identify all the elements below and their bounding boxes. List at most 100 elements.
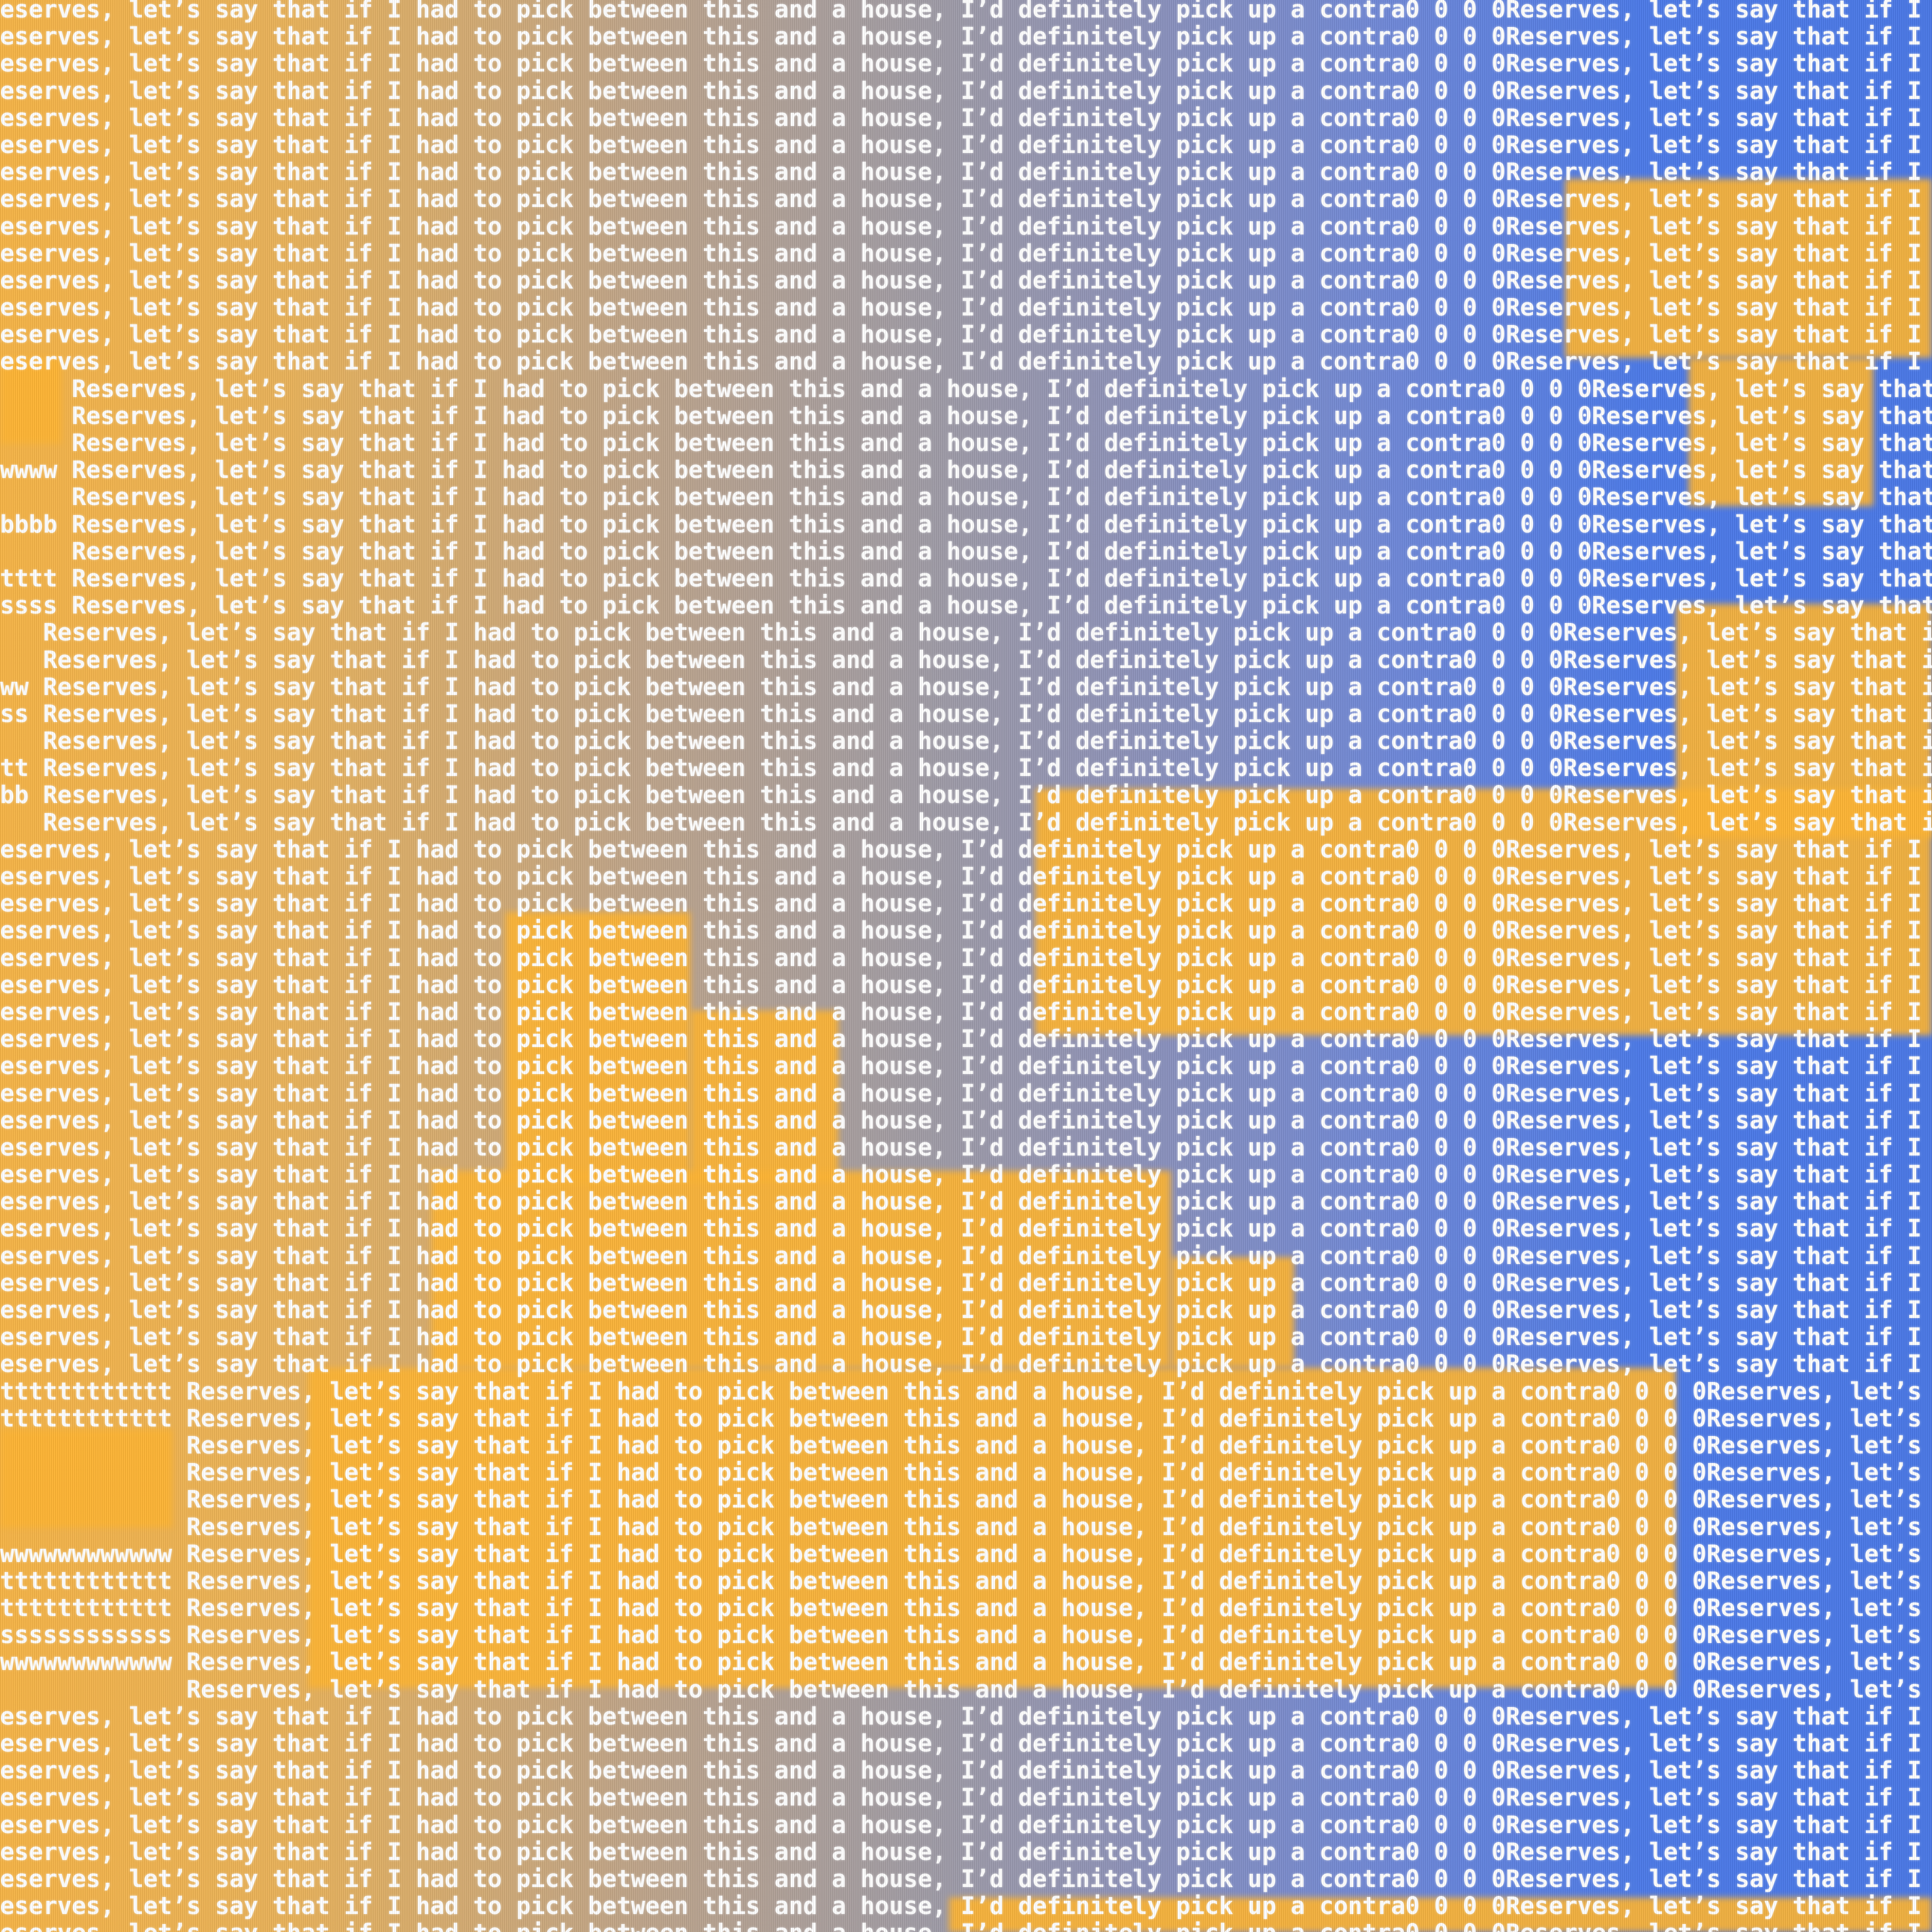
row-text: Reserves, let’s say that if I had to pic… <box>1505 1268 1922 1297</box>
text-row: Reserves, let’s say that if I had to pic… <box>0 348 1932 375</box>
row-text: Reserves, let’s say that if I had to pic… <box>1592 456 1932 484</box>
row-text: Reserves, let’s say that if I had to pic… <box>1563 645 1932 674</box>
row-text: Reserves, let’s say that if I had to pic… <box>0 1350 1506 1378</box>
text-row: bbbb Reserves, let’s say that if I had to… <box>0 510 1932 537</box>
row-prefix: tttttttttttt <box>0 1377 173 1405</box>
text-row: Reserves, let’s say that if I had to pic… <box>0 0 1932 23</box>
text-row: Reserves, let’s say that if I had to pic… <box>0 267 1932 294</box>
row-text: Reserves, let’s say that if I had to pic… <box>0 1864 1506 1893</box>
row-text: Reserves, let’s say that if I had to pic… <box>43 645 1564 674</box>
row-text: Reserves, let’s say that if I had to pic… <box>1505 1864 1922 1893</box>
glitch-block <box>308 1368 1676 1688</box>
row-text: Reserves, let’s say that if I had to pic… <box>1505 76 1922 105</box>
row-text: Reserves, let’s say that if I had to pic… <box>1505 1837 1922 1866</box>
text-row: Reserves, let’s say that if I had to pic… <box>0 863 1932 890</box>
glitch-block <box>431 1171 1171 1368</box>
text-row: Reserves, let’s say that if I had to pic… <box>0 1513 1932 1540</box>
row-text: Reserves, let’s say that if I had to pic… <box>43 672 1564 701</box>
text-row: wwwwwwwwwwww Reserves, let’s say that if … <box>0 1648 1932 1675</box>
row-text: Reserves, let’s say that if I had to pic… <box>186 1594 1707 1622</box>
row-text: Reserves, let’s say that if I had to pic… <box>71 401 1592 430</box>
row-prefix: wwwwwwwwwwww <box>0 1648 173 1676</box>
row-text: Reserves, let’s say that if I had to pic… <box>0 1919 1506 1932</box>
row-text: Reserves, let’s say that if I had to pic… <box>71 374 1592 403</box>
text-row: Reserves, let’s say that if I had to pic… <box>0 1215 1932 1242</box>
glitch-block <box>505 912 690 1183</box>
text-row: Reserves, let’s say that if I had to pic… <box>0 890 1932 917</box>
text-row: Reserves, let’s say that if I had to pic… <box>0 1242 1932 1269</box>
row-text: Reserves, let’s say that if I had to pic… <box>1592 401 1932 430</box>
row-text: Reserves, let’s say that if I had to pic… <box>0 1837 1506 1866</box>
row-text: Reserves, let’s say that if I had to pic… <box>0 239 1506 267</box>
text-row: Reserves, let’s say that if I had to pic… <box>0 1459 1932 1486</box>
row-text: Reserves, let’s say that if I had to pic… <box>1592 537 1932 565</box>
row-text: Reserves, let’s say that if I had to pic… <box>1505 266 1922 294</box>
text-row: Reserves, let’s say that if I had to pic… <box>0 1432 1932 1459</box>
text-row: tttttttttttt Reserves, let’s say that if … <box>0 1567 1932 1594</box>
text-row: Reserves, let’s say that if I had to pic… <box>0 1134 1932 1161</box>
row-text: Reserves, let’s say that if I had to pic… <box>43 727 1564 755</box>
row-prefix: tt <box>0 754 29 782</box>
row-text: Reserves, let’s say that if I had to pic… <box>0 1729 1506 1757</box>
row-text: Reserves, let’s say that if I had to pic… <box>0 1214 1506 1243</box>
row-text: Reserves, let’s say that if I had to pic… <box>1707 1512 1922 1541</box>
row-text: Reserves, let’s say that if I had to pic… <box>186 1566 1707 1595</box>
row-text: Reserves, let’s say that if I had to pic… <box>1505 835 1922 863</box>
text-row: Reserves, let’s say that if I had to pic… <box>0 185 1932 212</box>
row-text: Reserves, let’s say that if I had to pic… <box>0 943 1506 972</box>
row-text: Reserves, let’s say that if I had to pic… <box>1505 1187 1922 1216</box>
row-text: Reserves, let’s say that if I had to pic… <box>0 266 1506 294</box>
row-text: Reserves, let’s say that if I had to pic… <box>0 1268 1506 1297</box>
row-text: Reserves, let’s say that if I had to pic… <box>1505 1052 1922 1080</box>
text-row: Reserves, let’s say that if I had to pic… <box>0 321 1932 348</box>
row-text: Reserves, let’s say that if I had to pic… <box>1505 1892 1922 1920</box>
text-row: Reserves, let’s say that if I had to pic… <box>0 1730 1932 1757</box>
row-text: Reserves, let’s say that if I had to pic… <box>0 1052 1506 1080</box>
row-text: Reserves, let’s say that if I had to pic… <box>186 1539 1707 1568</box>
text-row: Reserves, let’s say that if I had to pic… <box>0 1838 1932 1865</box>
row-text: Reserves, let’s say that if I had to pic… <box>1505 970 1922 999</box>
row-text: Reserves, let’s say that if I had to pic… <box>71 564 1592 592</box>
row-text: Reserves, let’s say that if I had to pic… <box>1707 1458 1922 1487</box>
row-text: Reserves, let’s say that if I had to pic… <box>186 1377 1707 1405</box>
row-text: Reserves, let’s say that if I had to pic… <box>1505 1133 1922 1161</box>
text-row: Reserves, let’s say that if I had to pic… <box>0 998 1932 1025</box>
row-text: Reserves, let’s say that if I had to pic… <box>0 76 1506 105</box>
row-text: Reserves, let’s say that if I had to pic… <box>1505 158 1922 186</box>
text-row: Reserves, let’s say that if I had to pic… <box>0 917 1932 944</box>
text-row: Reserves, let’s say that if I had to pic… <box>0 1323 1932 1350</box>
text-row: Reserves, let’s say that if I had to pic… <box>0 538 1932 565</box>
row-text: Reserves, let’s say that if I had to pic… <box>1707 1404 1922 1432</box>
row-text: Reserves, let’s say that if I had to pic… <box>1505 320 1922 349</box>
row-text: Reserves, let’s say that if I had to pic… <box>1505 1106 1922 1134</box>
text-row: Reserves, let’s say that if I had to pic… <box>0 77 1932 104</box>
row-text: Reserves, let’s say that if I had to pic… <box>0 293 1506 322</box>
row-text: Reserves, let’s say that if I had to pic… <box>0 185 1506 213</box>
glitch-block <box>0 357 61 444</box>
row-text: Reserves, let’s say that if I had to pic… <box>1707 1431 1922 1459</box>
text-row: tt Reserves, let’s say that if I had to p… <box>0 754 1932 781</box>
row-text: Reserves, let’s say that if I had to pic… <box>1505 1025 1922 1053</box>
row-text: Reserves, let’s say that if I had to pic… <box>1707 1621 1922 1649</box>
row-text: Reserves, let’s say that if I had to pic… <box>186 1485 1707 1514</box>
text-row: Reserves, let’s say that if I had to pic… <box>0 1269 1932 1296</box>
row-text: Reserves, let’s say that if I had to pic… <box>0 0 1506 23</box>
text-row: tttttttttttt Reserves, let’s say that if … <box>0 1377 1932 1405</box>
row-text: Reserves, let’s say that if I had to pic… <box>0 212 1506 240</box>
row-prefix: tttttttttttt <box>0 1594 173 1622</box>
row-text: Reserves, let’s say that if I had to pic… <box>43 754 1564 782</box>
text-row: tttttttttttt Reserves, let’s say that if … <box>0 1594 1932 1621</box>
row-text: Reserves, let’s say that if I had to pic… <box>1505 1729 1922 1757</box>
text-row: Reserves, let’s say that if I had to pic… <box>0 1676 1932 1703</box>
row-text: Reserves, let’s say that if I had to pic… <box>1505 293 1922 322</box>
row-prefix: wwww <box>0 456 58 484</box>
text-row: Reserves, let’s say that if I had to pic… <box>0 131 1932 158</box>
row-text: Reserves, let’s say that if I had to pic… <box>0 1133 1506 1161</box>
text-row: Reserves, let’s say that if I had to pic… <box>0 1350 1932 1377</box>
row-text: Reserves, let’s say that if I had to pic… <box>186 1512 1707 1541</box>
glitch-block <box>1171 1257 1294 1368</box>
row-text: Reserves, let’s say that if I had to pic… <box>1505 1214 1922 1243</box>
glitch-block <box>1035 789 1932 1035</box>
text-row: Reserves, let’s say that if I had to pic… <box>0 619 1932 646</box>
